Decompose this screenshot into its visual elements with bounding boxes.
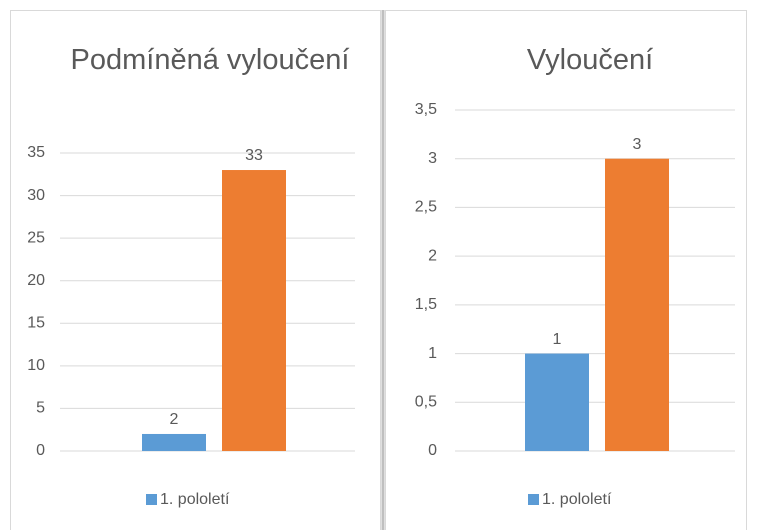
y-tick-label: 2 — [428, 247, 437, 264]
y-tick-label: 0 — [428, 442, 437, 459]
legend-swatch — [146, 494, 157, 505]
y-tick-label: 20 — [27, 272, 45, 289]
panel — [10, 10, 381, 530]
bar — [222, 170, 286, 451]
data-label: 3 — [633, 136, 642, 153]
y-tick-label: 0,5 — [415, 394, 437, 411]
y-tick-label: 15 — [27, 315, 45, 332]
y-tick-label: 2,5 — [415, 199, 437, 216]
y-tick-label: 35 — [27, 144, 45, 161]
y-tick-label: 0 — [36, 442, 45, 459]
legend-swatch — [528, 494, 539, 505]
legend-label: 1. pololetí — [160, 491, 230, 508]
data-label: 2 — [170, 411, 179, 428]
chart-title: Vyloučení — [526, 44, 654, 76]
y-tick-label: 5 — [36, 400, 45, 417]
y-tick-label: 1,5 — [415, 296, 437, 313]
y-tick-label: 3 — [428, 150, 437, 167]
panel — [385, 10, 747, 530]
y-tick-label: 25 — [27, 229, 45, 246]
bar — [605, 158, 669, 451]
data-label: 1 — [553, 331, 562, 348]
y-tick-label: 1 — [428, 345, 437, 362]
y-tick-label: 30 — [27, 187, 45, 204]
chart-title: Podmíněná vyloučení — [70, 44, 350, 76]
bar — [142, 433, 206, 451]
y-tick-label: 10 — [27, 357, 45, 374]
bar — [525, 353, 589, 451]
y-tick-label: 3,5 — [415, 101, 437, 118]
legend-label: 1. pololetí — [542, 491, 612, 508]
data-label: 33 — [245, 147, 263, 164]
